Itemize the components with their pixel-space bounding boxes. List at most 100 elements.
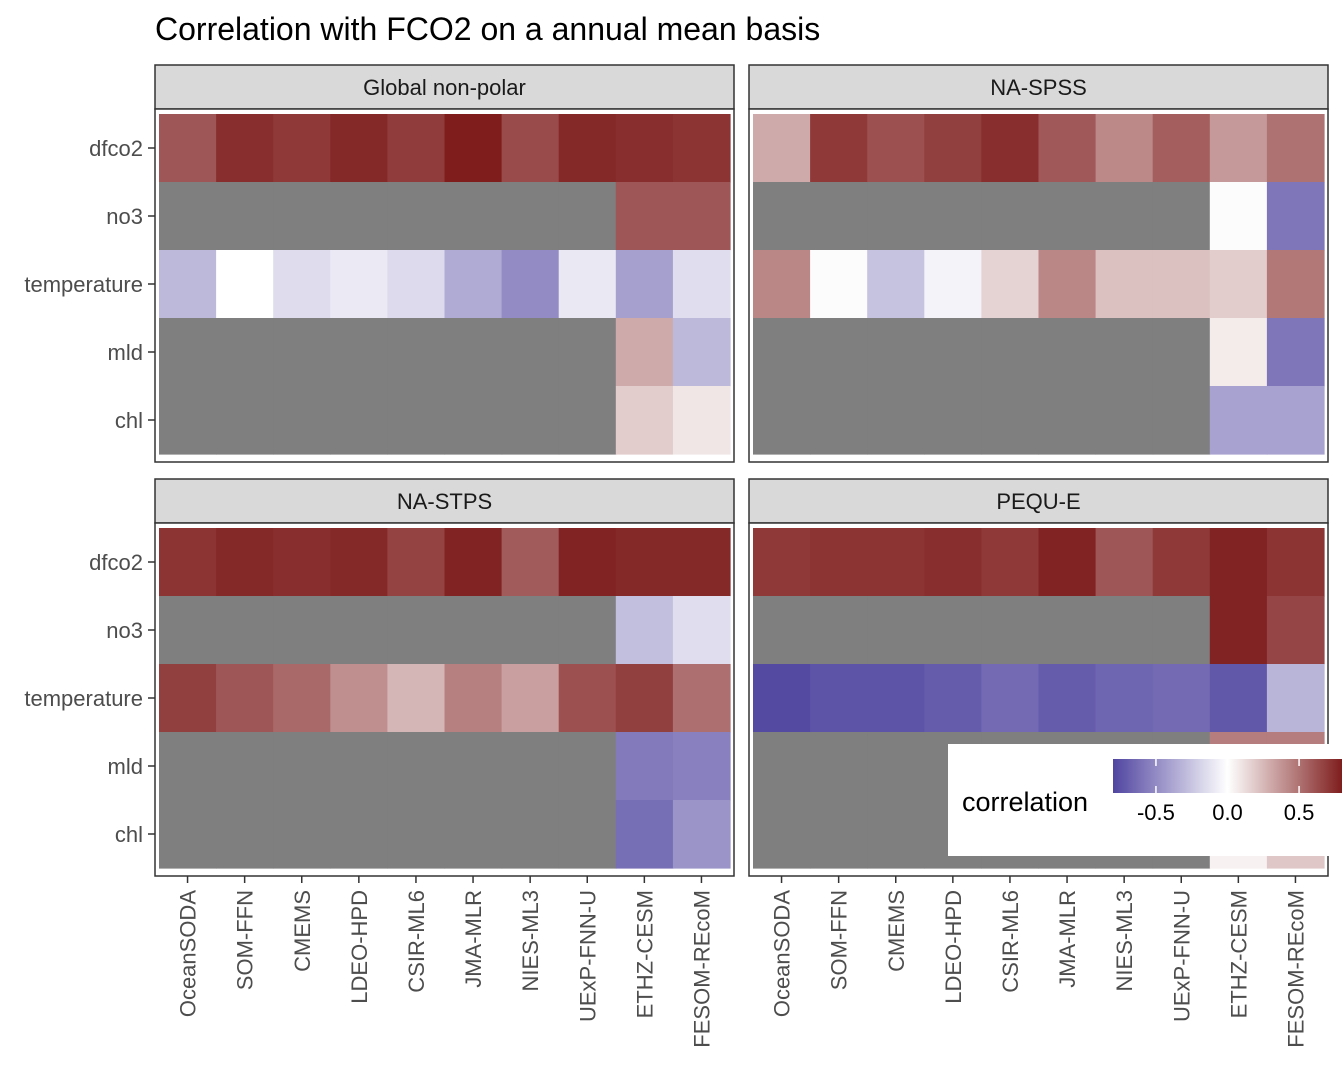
heatmap-cell	[1209, 528, 1268, 597]
heatmap-cell	[216, 114, 274, 183]
y-tick-label: dfco2	[89, 136, 143, 161]
x-tick-label: NIES-ML3	[518, 890, 543, 991]
heatmap-cell	[501, 250, 560, 319]
heatmap-cell	[387, 732, 446, 801]
heatmap-cell	[1152, 318, 1211, 387]
heatmap-cell	[159, 182, 217, 251]
heatmap-cell	[159, 732, 217, 801]
heatmap-cell	[273, 182, 331, 251]
heatmap-cell	[924, 250, 982, 319]
heatmap-cell	[1152, 664, 1211, 733]
heatmap-cell	[273, 250, 331, 319]
heatmap-cell	[1209, 318, 1268, 387]
y-tick-label: no3	[106, 204, 143, 229]
heatmap-cell	[159, 596, 217, 665]
heatmap-cell	[273, 732, 331, 801]
x-tick-label: CSIR-ML6	[998, 890, 1023, 993]
heatmap-cell	[981, 182, 1040, 251]
legend-tick-label: 0.5	[1284, 800, 1315, 825]
x-tick-label: LDEO-HPD	[941, 890, 966, 1004]
heatmap-cell	[1038, 318, 1097, 387]
heatmap-cell	[273, 318, 331, 387]
heatmap-cell	[1266, 250, 1325, 319]
heatmap-cell	[558, 318, 617, 387]
heatmap-cell	[810, 386, 868, 455]
heatmap-cell	[273, 528, 331, 597]
heatmap-cell	[273, 596, 331, 665]
x-tick-label: FESOM-REcoM	[1284, 890, 1309, 1048]
heatmap-cell	[924, 596, 982, 665]
heatmap-cell	[1152, 386, 1211, 455]
heatmap-cell	[672, 386, 731, 455]
heatmap-cell	[1266, 318, 1325, 387]
heatmap-cell	[810, 318, 868, 387]
heatmap-cell	[672, 182, 731, 251]
heatmap-cell	[216, 732, 274, 801]
heatmap-cell	[924, 114, 982, 183]
heatmap-cell	[501, 386, 560, 455]
heatmap-cell	[273, 664, 331, 733]
heatmap-cell	[558, 800, 617, 869]
heatmap-cell	[1152, 528, 1211, 597]
heatmap-cell	[501, 596, 560, 665]
heatmap-cell	[1095, 386, 1154, 455]
heatmap-cell	[330, 732, 388, 801]
heatmap-cell	[981, 664, 1040, 733]
heatmap-cell	[924, 528, 982, 597]
heatmap-cell	[159, 114, 217, 183]
heatmap-cell	[867, 732, 925, 801]
heatmap-cell	[672, 528, 731, 597]
heatmap-cell	[867, 182, 925, 251]
heatmap-cell	[981, 386, 1040, 455]
heatmap-cell	[387, 528, 446, 597]
heatmap-cell	[444, 114, 503, 183]
facet-strip	[154, 478, 735, 524]
heatmap-cell	[867, 250, 925, 319]
heatmap-cell	[1209, 596, 1268, 665]
heatmap-cell	[1266, 182, 1325, 251]
heatmap-cell	[867, 386, 925, 455]
heatmap-cell	[1095, 318, 1154, 387]
heatmap-cell	[1095, 528, 1154, 597]
x-tick-label: JMA-MLR	[461, 890, 486, 988]
heatmap-cell	[387, 250, 446, 319]
heatmap-cell	[159, 250, 217, 319]
heatmap-cell	[615, 114, 674, 183]
heatmap-cell	[867, 318, 925, 387]
heatmap-cell	[216, 386, 274, 455]
y-tick-label: temperature	[24, 272, 143, 297]
heatmap-cell	[159, 386, 217, 455]
heatmap-cell	[615, 318, 674, 387]
heatmap-cell	[1266, 528, 1325, 597]
heatmap-cell	[330, 800, 388, 869]
facet-strip	[154, 64, 735, 110]
x-tick-label: CSIR-ML6	[404, 890, 429, 993]
heatmap-cell	[672, 732, 731, 801]
heatmap-cell	[1152, 182, 1211, 251]
heatmap-cell	[981, 114, 1040, 183]
heatmap-cell	[672, 596, 731, 665]
facet-label: NA-STPS	[397, 489, 492, 514]
heatmap-cell	[558, 114, 617, 183]
heatmap-cell	[924, 182, 982, 251]
heatmap-cell	[753, 528, 811, 597]
heatmap-cell	[1095, 596, 1154, 665]
heatmap-cell	[501, 528, 560, 597]
heatmap-cell	[387, 596, 446, 665]
heatmap-cell	[159, 664, 217, 733]
heatmap-cell	[1095, 664, 1154, 733]
heatmap-cell	[1095, 182, 1154, 251]
y-tick-label: temperature	[24, 686, 143, 711]
heatmap-cell	[1266, 114, 1325, 183]
heatmap-cell	[810, 596, 868, 665]
heatmap-cell	[1038, 250, 1097, 319]
heatmap-cell	[273, 114, 331, 183]
x-tick-label: JMA-MLR	[1055, 890, 1080, 988]
facet-label: PEQU-E	[996, 489, 1080, 514]
heatmap-cell	[810, 182, 868, 251]
heatmap-cell	[615, 528, 674, 597]
heatmap-cell	[615, 250, 674, 319]
heatmap-cell	[1152, 250, 1211, 319]
heatmap-cell	[810, 528, 868, 597]
heatmap-cell	[444, 732, 503, 801]
